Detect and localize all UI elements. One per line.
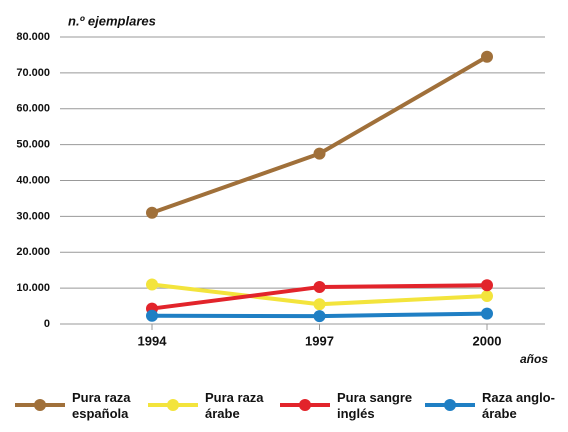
series-line <box>151 54 489 215</box>
x-tick-label: 2000 <box>473 333 502 348</box>
point <box>146 278 158 291</box>
point <box>313 298 326 311</box>
legend-label: Pura raza árabe <box>205 390 264 421</box>
legend-marker <box>444 399 456 411</box>
point <box>481 50 493 63</box>
legend-label: Pura raza española <box>72 390 131 421</box>
y-tick-label: 30.000 <box>16 210 50 222</box>
y-tick-label: 20.000 <box>16 246 50 258</box>
y-tick-label: 0 <box>44 318 50 330</box>
y-tick-label: 10.000 <box>16 282 50 294</box>
legend-label: Raza anglo-árabe <box>482 390 555 421</box>
y-tick-label: 70.000 <box>16 67 50 79</box>
x-axis-label: años <box>520 352 548 366</box>
x-tick-label: 1997 <box>305 333 334 348</box>
x-tick-label: 1994 <box>138 333 168 348</box>
y-axis-label: n.º ejemplares <box>68 13 156 28</box>
legend-marker <box>167 399 179 411</box>
legend-marker <box>299 399 311 411</box>
point <box>146 309 158 322</box>
legend-label: Pura sangre inglés <box>337 390 413 421</box>
legend-marker <box>34 399 46 411</box>
point <box>481 307 493 320</box>
point <box>146 206 158 219</box>
y-tick-label: 40.000 <box>16 174 50 186</box>
point <box>313 310 326 323</box>
point <box>481 290 493 303</box>
y-tick-label: 50.000 <box>16 139 50 151</box>
point <box>313 147 326 160</box>
point <box>313 281 326 294</box>
point <box>481 279 493 292</box>
y-tick-label: 80.000 <box>16 31 50 43</box>
y-tick-label: 60.000 <box>16 103 50 115</box>
